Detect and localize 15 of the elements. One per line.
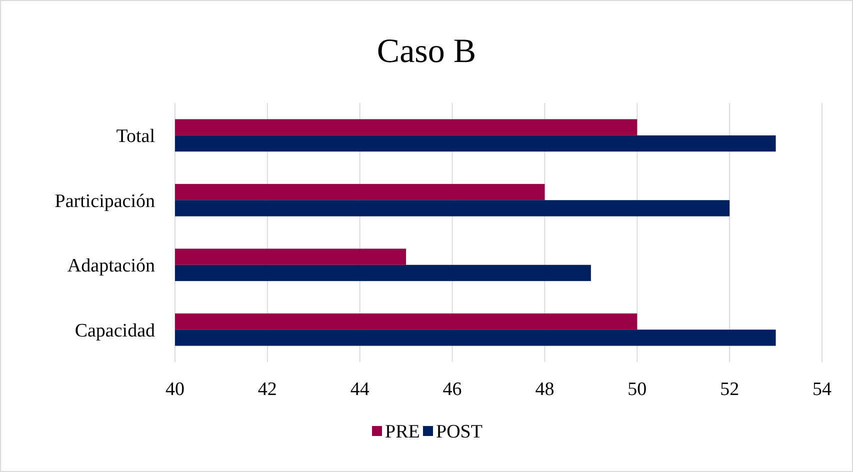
x-tick-label: 52 [720, 379, 740, 400]
y-tick-label: Participación [54, 190, 156, 212]
x-tick-label: 44 [350, 379, 370, 400]
x-tick-label: 42 [258, 379, 277, 400]
x-tick-label: 48 [535, 379, 554, 400]
y-tick-label: Total [116, 126, 155, 148]
x-tick-label: 46 [442, 379, 462, 400]
chart-title: Caso B [376, 33, 476, 70]
legend-label: POST [436, 422, 483, 443]
y-tick-label: Adaptación [67, 256, 156, 277]
x-tick-label: 54 [812, 379, 832, 400]
x-tick-label: 40 [166, 379, 184, 400]
y-tick-label: Capacidad [74, 320, 156, 342]
x-tick-label: 50 [628, 379, 647, 400]
legend-label: PRE [385, 422, 420, 443]
